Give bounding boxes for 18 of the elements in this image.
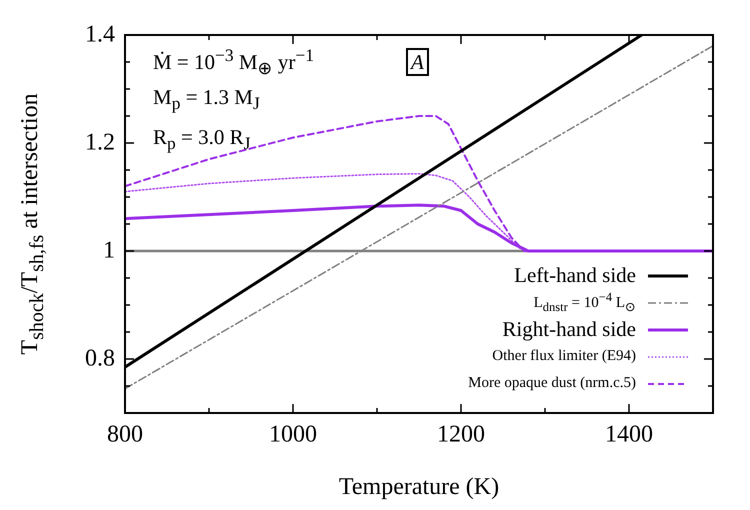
legend-label: L$_{dnstr}$ = 10$^{−4}$ L$_{⊙}$ <box>534 290 636 315</box>
legend-label: Left-hand side <box>514 263 636 288</box>
annotation: Ṁ = 10$^{−3}$ M$_{⊕}$ yr$^{−1}$ <box>153 45 314 80</box>
x-axis-title: Temperature (K) <box>338 474 500 501</box>
y-tick-label: 1 <box>103 237 115 264</box>
x-tick-label: 800 <box>107 422 143 448</box>
x-tick-label: 1200 <box>437 422 485 448</box>
x-tick-label: 1400 <box>605 422 653 448</box>
x-tick-label: 1000 <box>269 422 317 448</box>
annotation: R$_{p}$ = 3.0 R$_{J}$ <box>153 125 250 154</box>
annotation: A <box>406 48 429 76</box>
legend-label: Other flux limiter (E94) <box>492 348 636 365</box>
y-tick-label: 0.8 <box>85 345 115 372</box>
annotation: M$_{p}$ = 1.3 M$_{J}$ <box>153 85 260 114</box>
legend-label: More opaque dust (nrm.c.5) <box>468 375 636 392</box>
legend-label: Right-hand side <box>502 317 636 342</box>
y-tick-label: 1.2 <box>85 129 115 156</box>
y-tick-label: 1.4 <box>85 21 115 48</box>
